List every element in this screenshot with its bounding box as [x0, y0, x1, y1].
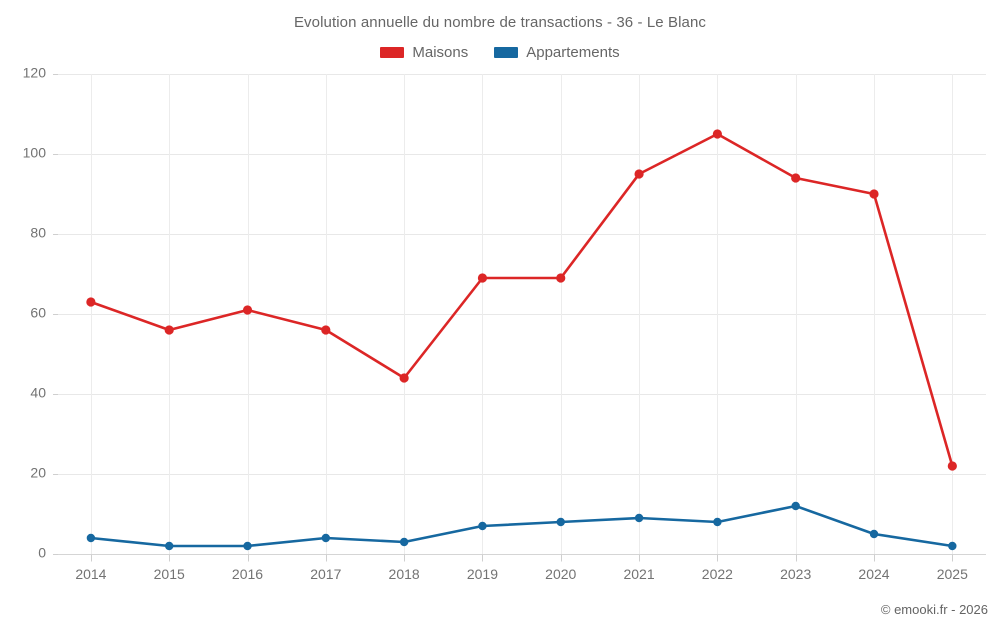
chart-legend: Maisons Appartements	[0, 44, 1000, 61]
data-point[interactable]: Appartements 2025: 2	[948, 541, 957, 551]
series-appartements: Appartements 2014: 4 Appartements 2015: 2…	[86, 501, 957, 551]
data-point[interactable]: Appartements 2020: 8	[556, 517, 565, 527]
data-point[interactable]: Appartements 2021: 9	[634, 513, 644, 523]
legend-label-maisons: Maisons	[412, 44, 469, 61]
data-point[interactable]: Appartements 2017: 4	[321, 533, 331, 543]
data-point[interactable]: Maisons 2014: 63	[86, 297, 96, 307]
x-tick-label: 2016	[232, 566, 263, 582]
data-point[interactable]: Maisons 2018: 44	[399, 373, 409, 383]
chart-title: Evolution annuelle du nombre de transact…	[293, 14, 707, 31]
legend-label-appartements: Appartements	[526, 44, 620, 61]
x-tick-label: 2024	[858, 566, 889, 582]
data-point[interactable]: Maisons 2024: 90	[869, 189, 879, 199]
y-tick-label: 60	[30, 305, 46, 321]
x-tick-label: 2022	[702, 566, 733, 582]
x-tick-label: 2020	[545, 566, 576, 582]
series-maisons: Maisons 2014: 63 Maisons 2015: 56 Maisons …	[86, 129, 957, 471]
data-point[interactable]: Maisons 2022: 105	[712, 129, 722, 139]
y-tick-label: 20	[30, 465, 46, 481]
grid-layer	[58, 74, 986, 555]
data-point[interactable]: Appartements 2022: 8	[713, 517, 722, 527]
x-tick-label: 2021	[623, 566, 654, 582]
y-axis-labels: 0 20 40 60 80 100 120	[23, 65, 47, 561]
series-line-maisons	[89, 132, 954, 468]
data-point[interactable]: Maisons 2016: 61	[242, 305, 253, 315]
legend-swatch-appartements	[494, 47, 519, 58]
data-point[interactable]: Maisons 2021: 95	[634, 169, 644, 179]
data-point[interactable]: Appartements 2023: 12	[791, 501, 800, 511]
data-point[interactable]: Appartements 2024: 5	[869, 529, 879, 539]
axis-layer	[53, 74, 986, 562]
x-tick-label: 2019	[467, 566, 498, 582]
x-tick-label: 2018	[389, 566, 420, 582]
data-point[interactable]: Appartements 2018: 3	[399, 537, 409, 547]
data-point[interactable]: Maisons 2019: 69	[477, 273, 488, 283]
series-layer: Maisons 2014: 63 Maisons 2015: 56 Maisons …	[86, 129, 957, 551]
data-point[interactable]: Appartements 2016: 2	[243, 541, 252, 551]
data-point[interactable]: Appartements 2015: 2	[165, 541, 174, 551]
legend-item-maisons[interactable]: Maisons	[380, 44, 468, 61]
chart-credit: © emooki.fr - 2026	[880, 602, 988, 617]
legend-swatch-maisons	[380, 47, 405, 58]
data-point[interactable]: Appartements 2014: 4	[86, 533, 96, 543]
x-tick-label: 2015	[154, 566, 185, 582]
y-tick-label: 80	[30, 225, 46, 241]
y-tick-label: 40	[30, 385, 46, 401]
data-point[interactable]: Maisons 2017: 56	[321, 325, 331, 335]
data-point[interactable]: Maisons 2025: 22	[947, 461, 957, 471]
data-point[interactable]: Appartements 2019: 7	[478, 521, 487, 531]
y-tick-label: 0	[38, 545, 46, 561]
data-point[interactable]: Maisons 2023: 94	[791, 173, 801, 183]
x-axis-labels: 2014 2015 2016 2017 2018 2019 2020 2021 2022 2023…	[75, 566, 968, 582]
x-tick-label: 2017	[310, 566, 341, 582]
series-line-appartements	[89, 504, 954, 548]
data-point[interactable]: Maisons 2015: 56	[164, 325, 174, 335]
data-point[interactable]: Maisons 2020: 69	[556, 273, 566, 283]
x-tick-label: 2025	[937, 566, 968, 582]
y-tick-label: 120	[23, 65, 47, 81]
legend-item-appartements[interactable]: Appartements	[494, 44, 620, 61]
x-tick-label: 2014	[75, 566, 106, 582]
y-tick-label: 100	[23, 145, 47, 161]
x-tick-label: 2023	[780, 566, 811, 582]
